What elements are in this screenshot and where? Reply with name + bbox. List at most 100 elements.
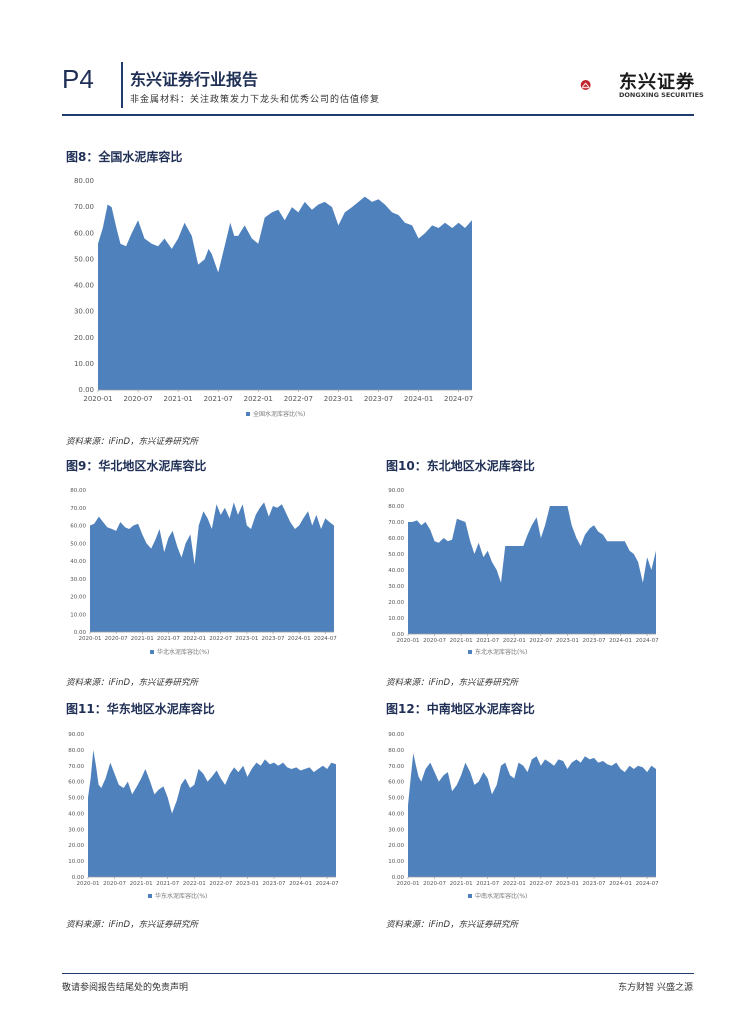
y-tick-label: 20.00 (74, 334, 94, 342)
y-tick-label: 10.00 (74, 360, 94, 368)
x-tick-label: 2021-07 (476, 881, 499, 887)
y-tick-label: 40.00 (68, 811, 84, 817)
y-tick-label: 40.00 (388, 811, 404, 817)
x-tick-label: 2023-01 (236, 881, 259, 887)
y-tick-label: 80.00 (70, 488, 86, 494)
y-tick-label: 10.00 (388, 859, 404, 865)
y-tick-label: 50.00 (70, 541, 86, 547)
y-tick-label: 80.00 (68, 748, 84, 754)
y-tick-label: 70.00 (68, 764, 84, 770)
y-tick-label: 10.00 (70, 612, 86, 618)
x-tick-label: 2020-01 (83, 395, 112, 403)
legend-swatch (150, 650, 154, 654)
chart-fig12: 0.00 10.00 20.00 30.00 40.00 50.00 60.00 70.00 8… (388, 732, 659, 900)
x-tick-label: 2023-01 (235, 636, 258, 642)
x-tick-label: 2022-01 (183, 881, 206, 887)
x-tick-label: 2024-07 (636, 881, 659, 887)
chart-fig9: 0.00 10.00 20.00 30.00 40.00 50.00 60.00 70.00 8… (70, 488, 337, 656)
figure-title-fig12: 图12：中南地区水泥库容比 (386, 702, 535, 716)
y-tick-label: 40.00 (70, 559, 86, 565)
chart-fig8: 0.00 10.00 20.00 30.00 40.00 50.00 60.00 70.00 8… (74, 177, 473, 418)
x-tick-label: 2024-01 (289, 881, 312, 887)
x-tick-label: 2020-07 (423, 881, 446, 887)
x-tick-label: 2022-07 (209, 881, 232, 887)
y-tick-label: 70.00 (388, 520, 404, 526)
report-subtitle: 非金属材料：关注政策发力下龙头和优秀公司的估值修复 (130, 95, 381, 105)
y-tick-label: 50.00 (68, 796, 84, 802)
legend-label: 华东水泥库容比(%) (155, 892, 207, 900)
x-tick-label: 2021-01 (450, 881, 473, 887)
y-tick-label: 20.00 (70, 595, 86, 601)
x-tick-label: 2023-07 (262, 881, 285, 887)
x-tick-label: 2022-07 (529, 638, 552, 644)
area-series (98, 196, 472, 390)
x-tick-label: 2024-01 (288, 636, 311, 642)
x-tick-label: 2020-01 (397, 881, 420, 887)
y-tick-label: 30.00 (388, 827, 404, 833)
x-tick-label: 2024-01 (609, 638, 632, 644)
x-tick-label: 2022-01 (244, 395, 273, 403)
y-tick-label: 30.00 (68, 827, 84, 833)
legend-label: 华北水泥库容比(%) (157, 648, 209, 656)
x-tick-label: 2023-01 (556, 881, 579, 887)
legend-swatch (468, 650, 472, 654)
y-tick-label: 90.00 (388, 488, 404, 494)
y-tick-label: 50.00 (74, 255, 94, 263)
x-tick-label: 2023-07 (261, 636, 284, 642)
y-tick-label: 30.00 (74, 308, 94, 316)
y-tick-label: 50.00 (388, 796, 404, 802)
y-tick-label: 20.00 (68, 843, 84, 849)
x-tick-label: 2024-07 (444, 395, 473, 403)
y-tick-label: 60.00 (68, 780, 84, 786)
x-tick-label: 2021-07 (476, 638, 499, 644)
x-tick-label: 2020-07 (123, 395, 152, 403)
y-tick-label: 0.00 (78, 386, 94, 394)
x-tick-label: 2021-01 (164, 395, 193, 403)
footer-disclaimer: 敬请参阅报告结尾处的免责声明 (62, 983, 189, 993)
y-tick-label: 60.00 (74, 229, 94, 237)
x-tick-label: 2020-01 (397, 638, 420, 644)
footer-rule (62, 973, 694, 974)
x-tick-label: 2021-01 (130, 881, 153, 887)
y-tick-label: 80.00 (388, 504, 404, 510)
y-tick-label: 40.00 (74, 282, 94, 290)
legend-swatch (246, 412, 250, 416)
figure-title-fig11: 图11：华东地区水泥库容比 (66, 702, 215, 716)
report-title: 东兴证券行业报告 (130, 70, 259, 89)
y-tick-label: 30.00 (388, 584, 404, 590)
area-series (88, 749, 336, 877)
y-tick-label: 40.00 (388, 568, 404, 574)
y-tick-label: 90.00 (388, 732, 404, 738)
y-tick-label: 10.00 (68, 859, 84, 865)
x-tick-label: 2022-07 (209, 636, 232, 642)
y-tick-label: 60.00 (70, 524, 86, 530)
area-series (90, 502, 334, 632)
x-tick-label: 2024-01 (609, 881, 632, 887)
y-tick-label: 90.00 (68, 732, 84, 738)
x-tick-label: 2023-07 (364, 395, 393, 403)
x-tick-label: 2024-07 (636, 638, 659, 644)
y-tick-label: 20.00 (388, 843, 404, 849)
y-tick-label: 0.00 (72, 875, 85, 881)
x-tick-label: 2020-01 (79, 636, 102, 642)
x-tick-label: 2023-07 (582, 638, 605, 644)
x-tick-label: 2020-01 (77, 881, 100, 887)
x-tick-label: 2021-07 (204, 395, 233, 403)
source-fig8: 资料来源：iFinD，东兴证券研究所 (66, 437, 199, 447)
logo-text-en: DONGXING SECURITIES (619, 91, 704, 99)
chart-fig10: 0.00 10.00 20.00 30.00 40.00 50.00 60.00 70.00 8… (388, 488, 659, 656)
y-tick-label: 10.00 (388, 616, 404, 622)
figure-title-fig8: 图8：全国水泥库容比 (66, 150, 183, 164)
x-tick-label: 2022-07 (284, 395, 313, 403)
y-tick-label: 50.00 (388, 552, 404, 558)
y-tick-label: 80.00 (74, 177, 94, 185)
source-fig11: 资料来源：iFinD，东兴证券研究所 (66, 920, 199, 930)
legend-swatch (468, 894, 472, 898)
figure-title-fig9: 图9：华北地区水泥库容比 (66, 459, 207, 473)
x-tick-label: 2022-01 (183, 636, 206, 642)
footer-slogan: 东方财智 兴盛之源 (618, 983, 693, 993)
company-logo-icon (580, 79, 591, 91)
y-tick-label: 0.00 (392, 875, 405, 881)
x-tick-label: 2024-07 (314, 636, 337, 642)
x-tick-label: 2021-07 (156, 881, 179, 887)
